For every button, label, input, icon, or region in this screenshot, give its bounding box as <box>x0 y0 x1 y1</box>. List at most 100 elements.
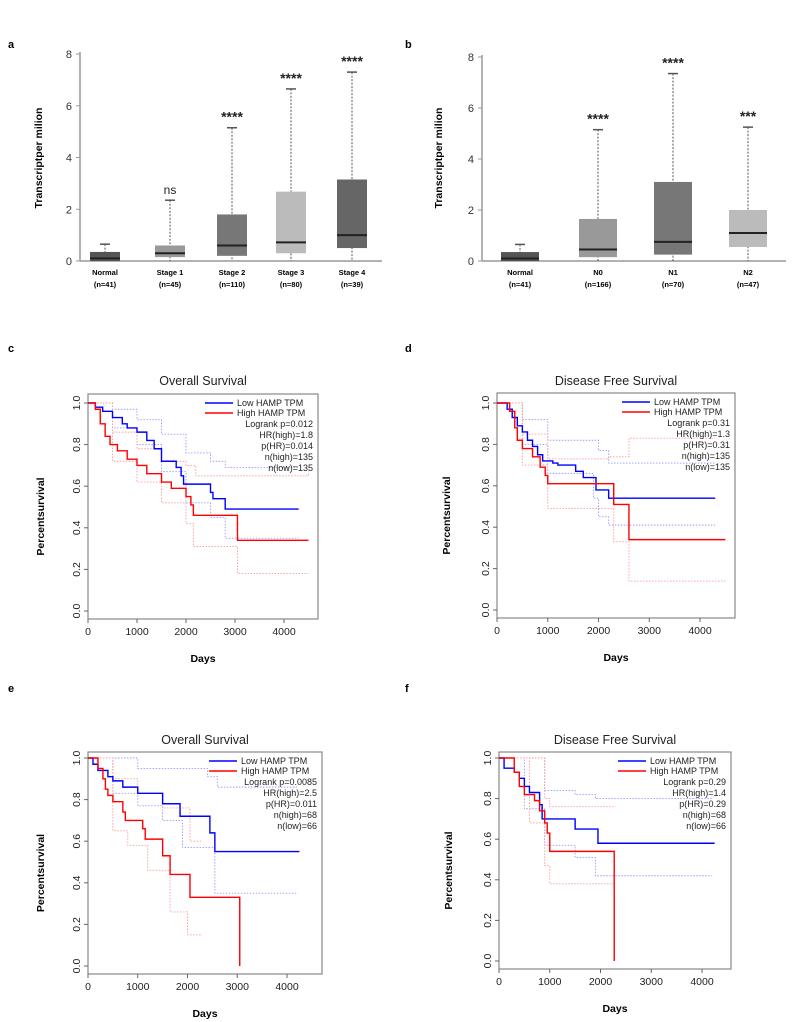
stat-annotation: HR(high)=1.3 <box>676 429 730 439</box>
significance-label: *** <box>740 108 757 124</box>
y-tick-label: 8 <box>468 52 474 64</box>
panel-b: b 0 2 4 6 8 Transcriptper milion Normal (n=41) **… <box>405 39 786 289</box>
significance-label: **** <box>662 55 684 71</box>
y-tick-label: 0.4 <box>480 520 492 535</box>
x-tick-n-label: (n=45) <box>159 280 182 289</box>
y-tick-label: 0.6 <box>71 834 83 849</box>
legend-entry: High HAMP TPM <box>237 408 305 418</box>
stat-annotation: HR(high)=2.5 <box>263 788 317 798</box>
x-tick-label: 4000 <box>690 976 714 988</box>
stat-annotation: HR(high)=1.8 <box>259 430 313 440</box>
x-tick-n-label: (n=41) <box>509 280 532 289</box>
y-tick-label: 0.4 <box>71 875 83 890</box>
stat-annotation: Logrank p=0.29 <box>663 777 726 787</box>
legend-entry: Low HAMP TPM <box>237 398 303 408</box>
y-tick-label: 0.0 <box>480 603 492 618</box>
x-tick-n-label: (n=47) <box>737 280 760 289</box>
ci-lower-line <box>497 402 726 582</box>
x-tick-label: 2000 <box>589 976 613 988</box>
stat-annotation: p(HR)=0.011 <box>266 799 317 809</box>
x-tick-label: 4000 <box>275 981 299 993</box>
x-tick-n-label: (n=41) <box>94 280 117 289</box>
stat-annotation: n(low)=135 <box>685 462 730 472</box>
y-axis-label: Percentsurvival <box>35 477 47 555</box>
y-tick-label: 4 <box>66 153 72 165</box>
box-iqr <box>90 251 120 261</box>
y-tick-label: 1.0 <box>480 396 492 411</box>
y-tick-label: 1.0 <box>482 751 494 766</box>
x-tick-label: N2 <box>743 268 753 277</box>
chart-title: Disease Free Survival <box>555 374 677 388</box>
plot-frame <box>87 751 323 975</box>
box-3: **** Stage 3 (n=80) <box>276 70 306 289</box>
panel-c: c Overall Survival 0 1000 2000 3000 4000 0.0 0.2… <box>8 343 319 665</box>
significance-label: **** <box>587 111 609 127</box>
stat-annotation: Logrank p=0.012 <box>245 419 313 429</box>
ci-upper-line <box>88 402 299 468</box>
y-tick-label: 0.8 <box>71 437 83 452</box>
y-tick-label: 1.0 <box>71 396 83 411</box>
panel-label: d <box>405 343 412 355</box>
y-tick-label: 0.2 <box>480 561 492 576</box>
x-tick-label: 0 <box>85 981 91 993</box>
y-tick-label: 0 <box>468 256 474 268</box>
x-tick-n-label: (n=39) <box>341 280 364 289</box>
x-tick-label: 3000 <box>223 626 247 638</box>
box-0: Normal (n=41) <box>90 243 120 289</box>
y-tick-label: 4 <box>468 154 474 166</box>
chart-title: Disease Free Survival <box>554 733 676 747</box>
stat-annotation: n(low)=66 <box>277 821 317 831</box>
ci-lower-line <box>499 757 713 877</box>
x-axis-label: Days <box>190 653 215 665</box>
plot-frame <box>498 751 732 970</box>
ci-upper-line <box>497 402 716 460</box>
x-tick-label: 0 <box>85 626 91 638</box>
y-tick-label: 6 <box>468 103 474 115</box>
panel-label: c <box>8 343 14 355</box>
x-tick-label: Normal <box>92 268 118 277</box>
box-iqr <box>654 181 692 255</box>
survival-curve-low <box>497 402 716 499</box>
y-tick-label: 6 <box>66 101 72 113</box>
panel-a: a 0 2 4 6 8 Transcriptper milion Normal (n=41) ns… <box>8 39 382 289</box>
x-tick-n-label: (n=166) <box>585 280 612 289</box>
ci-lower-line <box>88 757 203 936</box>
box-iqr <box>337 179 367 249</box>
ci-lower-line <box>88 402 309 575</box>
y-tick-label: 0.8 <box>480 437 492 452</box>
panel-label: e <box>8 683 14 695</box>
x-tick-n-label: (n=80) <box>280 280 303 289</box>
box-iqr <box>579 218 617 258</box>
y-tick-label: 0.8 <box>71 792 83 807</box>
stat-annotation: p(HR)=0.31 <box>683 440 730 450</box>
survival-curve-high <box>499 757 615 961</box>
y-tick-label: 0.4 <box>482 872 494 887</box>
x-axis-label: Days <box>603 652 628 664</box>
y-tick-label: 0.0 <box>71 604 83 619</box>
y-tick-label: 0 <box>66 256 72 268</box>
x-tick-label: 2000 <box>174 626 198 638</box>
panel-label: b <box>405 39 412 51</box>
stat-annotation: HR(high)=1.4 <box>672 788 726 798</box>
x-tick-label: N1 <box>668 268 678 277</box>
ci-lower-line <box>499 757 616 885</box>
y-tick-label: 0.0 <box>482 954 494 969</box>
panel-label: f <box>405 683 409 695</box>
x-tick-label: 4000 <box>272 626 296 638</box>
x-tick-label: Stage 3 <box>278 268 305 277</box>
survival-curve-high <box>88 757 241 966</box>
stat-annotation: n(high)=68 <box>274 810 317 820</box>
x-tick-label: 3000 <box>638 625 662 637</box>
significance-label: **** <box>221 109 243 125</box>
y-tick-label: 0.8 <box>482 791 494 806</box>
x-tick-label: Stage 4 <box>339 268 367 277</box>
y-axis-label: Percentsurvival <box>443 831 455 909</box>
ci-upper-line <box>88 757 297 788</box>
ci-upper-line <box>499 757 616 808</box>
y-axis-label: Percentsurvival <box>35 834 47 912</box>
box-iqr <box>217 214 247 256</box>
significance-label: **** <box>280 70 302 86</box>
x-tick-label: Normal <box>507 268 533 277</box>
box-1: **** N0 (n=166) <box>579 111 617 289</box>
